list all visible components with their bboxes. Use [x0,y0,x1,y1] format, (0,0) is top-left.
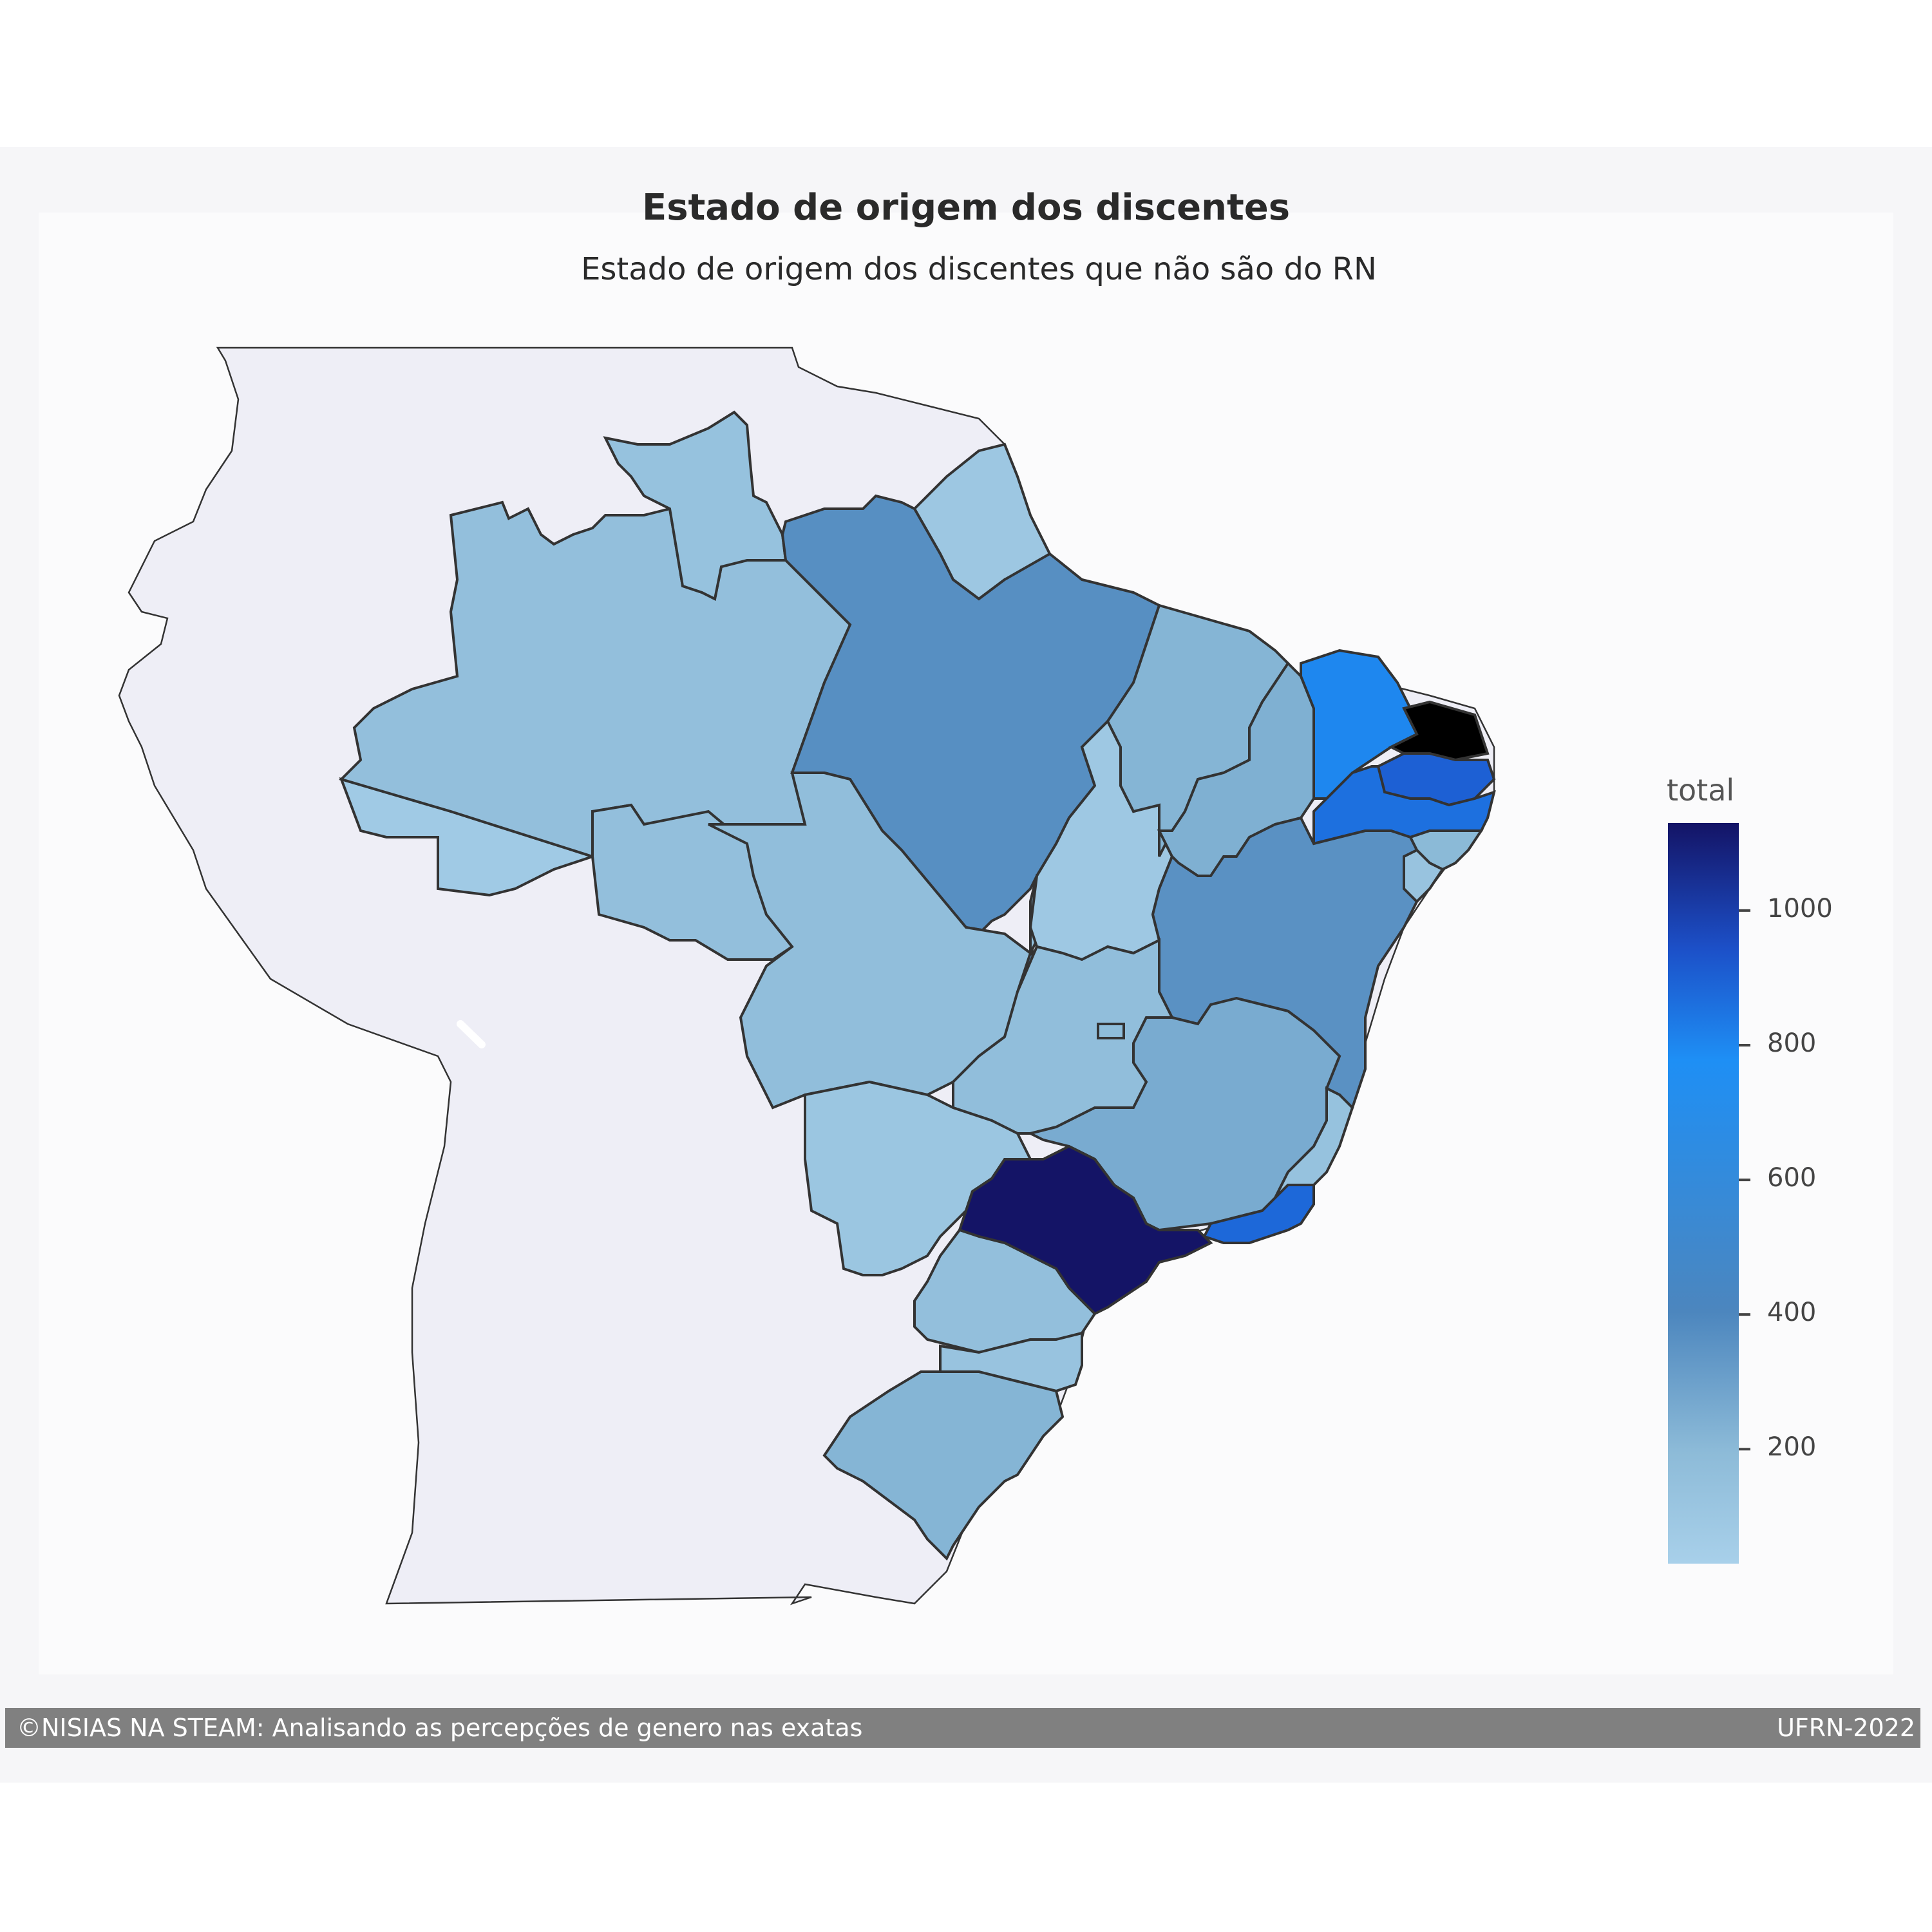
footer-year: UFRN-2022 [1777,1714,1915,1742]
colorbar-tick-label: 200 [1767,1432,1817,1463]
colorbar-tick-label: 1000 [1767,893,1833,923]
footer-bar: ©NISIAS NA STEAM: Analisando as percepçõ… [5,1708,1920,1748]
colorbar [1668,823,1739,1564]
state-rj [1202,1184,1315,1244]
colorbar-tick-label: 800 [1767,1028,1817,1058]
lake-titicaca [457,1020,486,1048]
chart-title: Estado de origem dos discentes [641,187,1291,229]
footer-credit: ©NISIAS NA STEAM: Analisando as percepçõ… [17,1714,863,1742]
colorbar-tick-label: 600 [1767,1163,1817,1193]
state-rr [603,410,788,601]
colorbar-title: total [1667,773,1735,808]
state-ce [1300,649,1419,800]
state-rs [822,1370,1065,1561]
chart-subtitle: Estado de origem dos discentes que não s… [581,251,1377,287]
state-df [1097,1023,1125,1039]
colorbar-ticks [1739,909,1750,1451]
colorbar-tick-label: 400 [1767,1298,1817,1328]
